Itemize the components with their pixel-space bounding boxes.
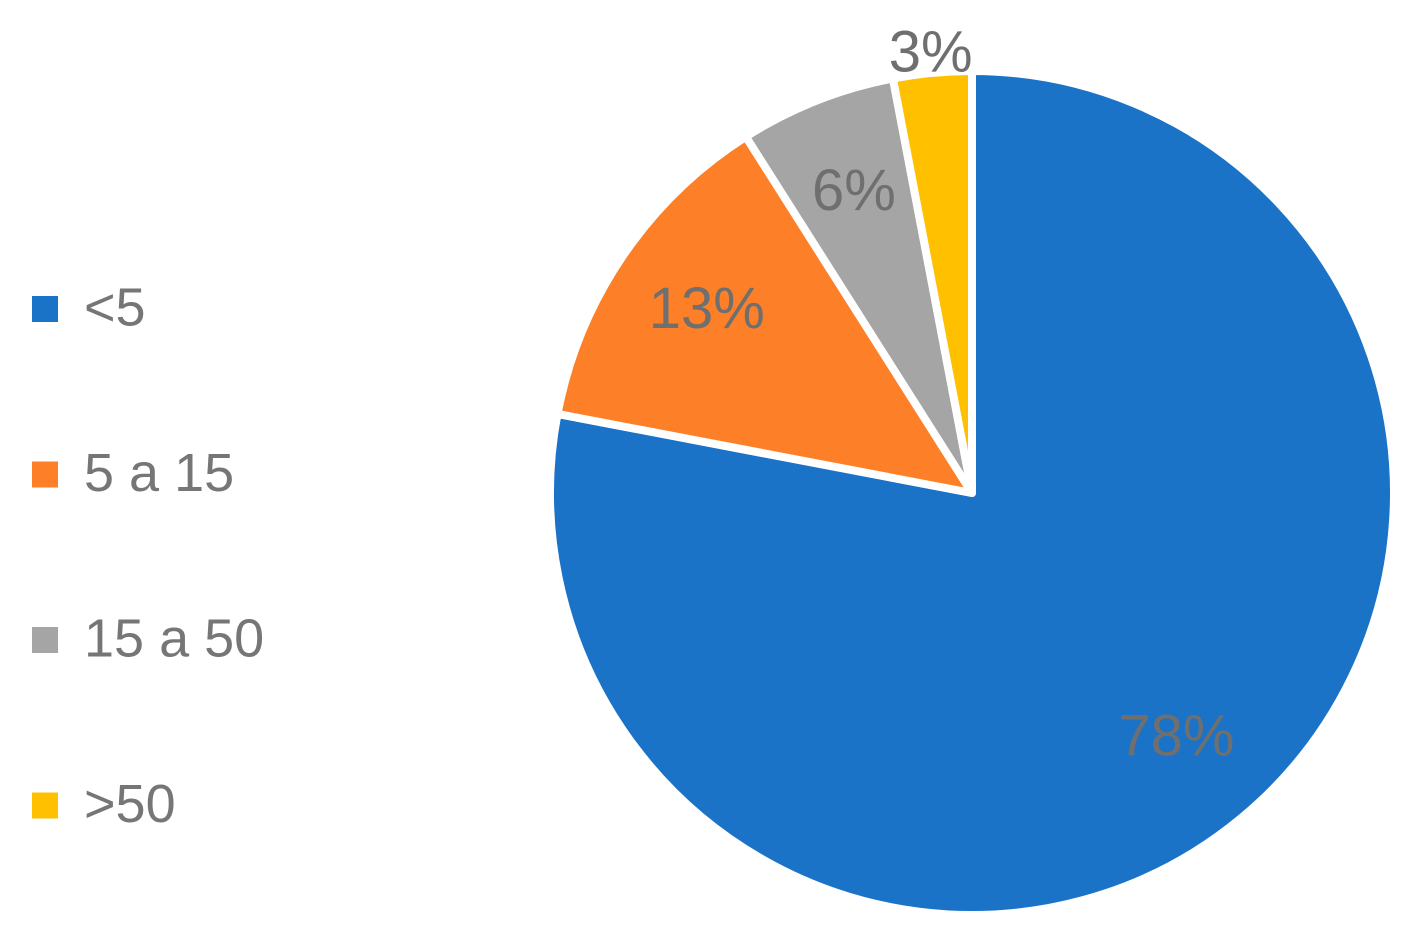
pie-slice: [741, 74, 976, 497]
pie-slice: [888, 67, 976, 497]
legend-swatch: [32, 461, 58, 488]
slice-label: 6%: [812, 158, 896, 223]
slice-label: 78%: [1118, 703, 1234, 768]
legend-text: <5: [84, 277, 146, 337]
legend-swatch: [32, 792, 58, 819]
legend-text: 15 a 50: [84, 608, 264, 668]
legend-text: >50: [84, 774, 176, 834]
legend-text: 5 a 15: [84, 443, 234, 503]
slice-label: 3%: [889, 19, 973, 84]
pie-slice: [553, 132, 976, 497]
slice-label: 13%: [649, 276, 765, 341]
legend-swatch: [32, 296, 58, 322]
legend-swatch: [32, 627, 58, 653]
